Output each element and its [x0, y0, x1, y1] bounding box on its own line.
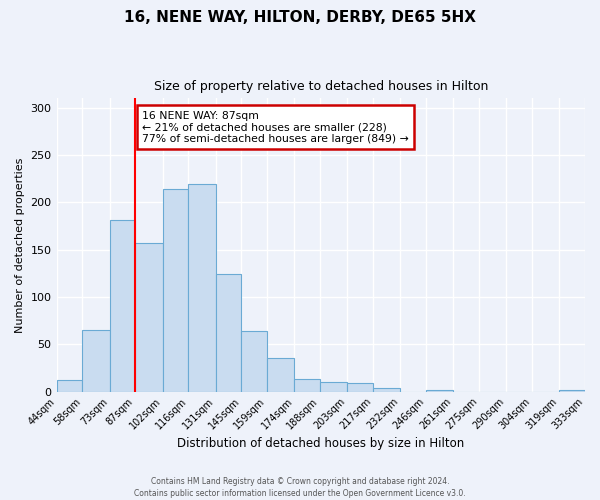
Bar — [135, 243, 163, 392]
Bar — [426, 390, 454, 392]
Bar — [294, 380, 320, 392]
Bar — [241, 331, 267, 392]
Y-axis label: Number of detached properties: Number of detached properties — [15, 158, 25, 332]
Bar — [267, 358, 294, 392]
Bar — [559, 390, 585, 392]
Bar — [373, 388, 400, 392]
X-axis label: Distribution of detached houses by size in Hilton: Distribution of detached houses by size … — [177, 437, 464, 450]
Text: Contains HM Land Registry data © Crown copyright and database right 2024.
Contai: Contains HM Land Registry data © Crown c… — [134, 476, 466, 498]
Bar — [347, 383, 373, 392]
Bar — [56, 380, 82, 392]
Bar — [215, 274, 241, 392]
Bar — [82, 330, 110, 392]
Text: 16, NENE WAY, HILTON, DERBY, DE65 5HX: 16, NENE WAY, HILTON, DERBY, DE65 5HX — [124, 10, 476, 25]
Title: Size of property relative to detached houses in Hilton: Size of property relative to detached ho… — [154, 80, 488, 93]
Text: 16 NENE WAY: 87sqm
← 21% of detached houses are smaller (228)
77% of semi-detach: 16 NENE WAY: 87sqm ← 21% of detached hou… — [142, 110, 409, 144]
Bar — [163, 189, 188, 392]
Bar — [188, 184, 215, 392]
Bar — [110, 220, 135, 392]
Bar — [320, 382, 347, 392]
